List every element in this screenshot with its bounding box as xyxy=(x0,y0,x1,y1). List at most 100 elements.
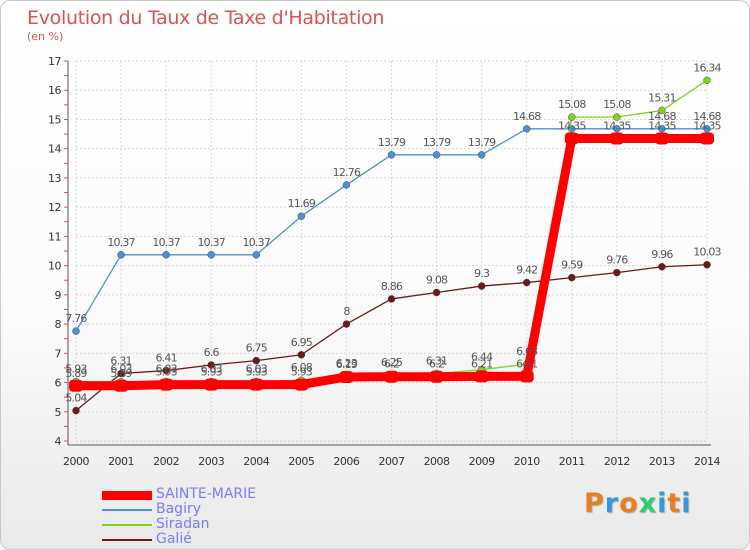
x-tick-label: 2002 xyxy=(153,455,179,468)
data-point xyxy=(613,113,621,121)
x-tick-label: 2014 xyxy=(694,455,720,468)
data-label: 5.89 xyxy=(65,367,87,380)
data-label: 10.37 xyxy=(107,236,135,249)
data-label: 10.37 xyxy=(243,236,271,249)
x-tick-label: 2000 xyxy=(63,455,89,468)
logo-letter: r xyxy=(604,488,620,519)
x-tick-label: 2004 xyxy=(243,455,269,468)
data-point xyxy=(429,370,444,383)
x-tick-label: 2001 xyxy=(108,455,134,468)
x-tick-label: 2007 xyxy=(379,455,405,468)
y-tick-label: 12 xyxy=(48,201,61,214)
data-label: 12.76 xyxy=(333,166,361,179)
data-label: 6.31 xyxy=(426,354,447,367)
data-point xyxy=(387,295,396,303)
y-tick-label: 8 xyxy=(55,318,62,331)
data-point xyxy=(249,378,264,391)
x-tick-label: 2006 xyxy=(333,455,359,468)
data-point xyxy=(294,378,309,391)
data-label: 15.31 xyxy=(648,91,676,104)
data-label: 6.23 xyxy=(336,357,358,370)
data-point xyxy=(703,261,711,269)
x-tick-label: 2005 xyxy=(288,455,314,468)
data-label: 13.79 xyxy=(378,136,406,149)
x-tick-label: 2003 xyxy=(198,455,224,468)
data-point xyxy=(384,370,399,383)
legend-swatch xyxy=(102,539,152,541)
data-point xyxy=(658,106,666,115)
chart-title: Evolution du Taux de Taxe d'Habitation xyxy=(27,7,385,29)
data-label: 9.59 xyxy=(561,259,583,272)
data-label: 14.68 xyxy=(693,110,721,123)
data-point xyxy=(613,125,621,133)
y-tick-label: 17 xyxy=(48,55,61,68)
data-label: 9.76 xyxy=(606,254,628,267)
data-point xyxy=(117,251,125,259)
data-point xyxy=(519,370,534,383)
data-label: 7.76 xyxy=(65,312,87,325)
data-point xyxy=(432,151,441,159)
data-label: 5.93 xyxy=(246,366,268,379)
y-tick-label: 4 xyxy=(55,435,62,448)
y-tick-label: 14 xyxy=(48,143,61,156)
data-label: 6.21 xyxy=(516,357,537,370)
data-point xyxy=(252,356,260,365)
data-point xyxy=(114,379,129,392)
data-label: 15.08 xyxy=(558,98,586,111)
data-point xyxy=(523,278,531,287)
data-label: 6.31 xyxy=(110,354,131,367)
data-label: 14.35 xyxy=(693,119,721,132)
proxiti-logo: Proxiti xyxy=(584,488,692,519)
data-point xyxy=(523,125,531,133)
data-label: 14.68 xyxy=(648,110,676,123)
data-point xyxy=(568,113,576,121)
logo-letter: i xyxy=(657,488,668,519)
data-point xyxy=(658,125,666,133)
data-point xyxy=(342,320,351,328)
data-label: 9.96 xyxy=(651,248,673,261)
data-point xyxy=(654,132,669,145)
logo-letter: o xyxy=(619,488,639,519)
data-point xyxy=(159,378,174,391)
data-label: 13.79 xyxy=(423,136,451,149)
x-tick-label: 2010 xyxy=(514,455,540,468)
y-tick-label: 6 xyxy=(55,377,62,390)
data-point xyxy=(613,268,621,277)
y-tick-label: 13 xyxy=(48,172,61,185)
data-label: 6.2 xyxy=(429,358,444,371)
data-point xyxy=(658,263,666,271)
logo-letter: x xyxy=(638,488,658,519)
legend-swatch xyxy=(102,524,152,526)
data-label: 14.68 xyxy=(513,110,541,123)
data-label: 6.03 xyxy=(201,363,223,376)
data-label: 5.04 xyxy=(65,392,87,405)
data-point xyxy=(703,125,711,133)
logo-letter: i xyxy=(681,488,692,519)
data-label: 5.93 xyxy=(65,363,87,376)
data-label: 5.89 xyxy=(110,367,132,380)
data-label: 9.08 xyxy=(426,274,448,287)
data-point xyxy=(69,379,83,392)
data-label: 10.37 xyxy=(197,236,225,249)
data-label: 6.2 xyxy=(384,358,399,371)
data-point xyxy=(297,212,306,220)
legend-label: Galié xyxy=(156,531,192,547)
data-point xyxy=(252,251,260,259)
data-label: 6.21 xyxy=(471,357,492,370)
data-label: 9.42 xyxy=(516,264,537,277)
data-label: 10.37 xyxy=(152,236,180,249)
data-point xyxy=(207,251,215,259)
data-label: 14.35 xyxy=(603,119,631,132)
data-point xyxy=(72,406,80,415)
y-tick-label: 9 xyxy=(55,289,62,302)
data-label: 5.93 xyxy=(291,366,313,379)
y-tick-label: 16 xyxy=(48,84,61,97)
chart-unit-label: (en %) xyxy=(27,30,64,43)
data-label: 6.08 xyxy=(291,361,313,374)
data-label: 14.35 xyxy=(648,119,676,132)
data-point xyxy=(474,370,489,383)
x-tick-label: 2009 xyxy=(469,455,495,468)
data-label: 5.93 xyxy=(201,366,223,379)
